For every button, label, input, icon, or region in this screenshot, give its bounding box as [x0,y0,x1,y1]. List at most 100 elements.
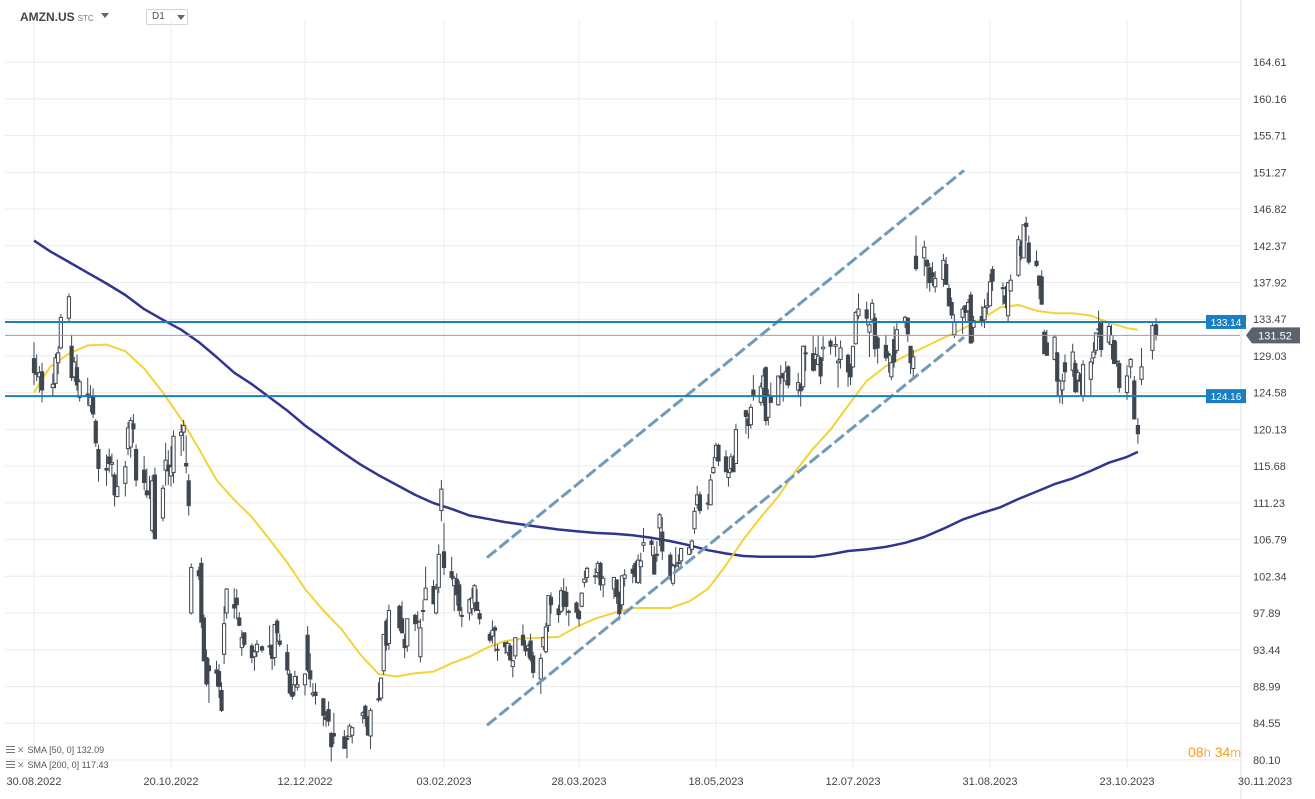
candle [638,552,643,585]
candle [582,570,587,588]
candle [985,292,990,315]
candle [870,299,875,324]
candle-body [689,540,694,550]
candle [593,568,598,585]
candle [786,365,791,389]
candle-body [206,665,212,672]
candle [77,379,82,402]
candle-body [302,673,308,686]
candle-body [867,324,872,333]
candle [436,544,441,594]
candle-body [763,367,768,422]
candle-body [1117,363,1122,389]
candle [142,456,147,490]
candle-body [723,456,729,473]
candle [104,454,109,486]
candle [1034,250,1039,267]
candle [853,310,858,345]
candle-body [574,602,579,613]
price-tick-label: 151.27 [1253,167,1287,179]
candle-body [538,657,543,680]
candle [259,645,265,653]
candle [875,335,880,364]
remove-icon[interactable]: ✕ [17,745,25,755]
symbol-dropdown-icon[interactable] [101,13,109,18]
candle-body [911,356,916,370]
candle [74,354,80,391]
price-tick-label: 111.23 [1253,498,1285,510]
candle-body [221,623,227,655]
candle [952,314,957,338]
candle-body [152,474,157,540]
candle [1091,342,1096,365]
candle-body [254,643,260,653]
candle-body [889,362,894,378]
candle-body [457,584,462,611]
candle [687,546,692,556]
candle [305,626,310,673]
candle [676,554,681,571]
candle [990,266,995,291]
settings-list-icon[interactable] [6,761,15,769]
candle [219,682,224,713]
candle-body [513,637,518,657]
level-label: 124.16 [1211,392,1242,403]
candle [652,546,657,575]
candle-body [58,316,63,349]
timeframe-selector[interactable]: D1 [146,9,188,25]
candle-body [960,308,965,318]
candle [531,651,536,679]
candle [867,323,872,357]
candle-body [413,614,418,625]
candle-body [1093,332,1099,351]
date-tick-label: 23.10.2023 [1099,776,1154,788]
candle [894,323,899,354]
candle [381,633,386,675]
candle-body [313,691,318,697]
candle-body [619,575,625,606]
candle-body [1062,362,1068,373]
candle [50,373,55,397]
candle-body [733,429,739,464]
price-tick-label: 137.92 [1253,277,1287,289]
timeframe-dropdown-icon[interactable] [177,15,185,20]
candle-body [107,456,112,464]
candle [528,633,533,662]
candle [1060,373,1065,405]
candle-body [77,381,82,398]
date-tick-label: 03.02.2023 [416,776,471,788]
candle-body [985,305,990,308]
candle-body [987,281,993,307]
candle [692,507,697,534]
candle-body [1044,342,1049,356]
candle [1016,235,1021,277]
candle-body [1000,287,1006,290]
candle-body [492,627,498,631]
candle-body [872,317,878,350]
candle-body [520,634,526,646]
candle-body [731,458,736,473]
candle-body [614,579,619,597]
date-tick-label: 30.08.2022 [6,776,61,788]
candle [181,419,186,452]
candle-body [1153,324,1159,336]
candle-body [199,562,204,623]
candle [378,677,384,702]
price-tick-label: 142.37 [1253,241,1287,253]
candle-body [676,562,681,565]
remove-icon[interactable]: ✕ [17,760,25,770]
candle-body [1088,361,1093,380]
candle [252,650,257,671]
candle-body [397,605,402,629]
candle-body [528,640,533,660]
candle [184,435,189,474]
candle-body [186,480,191,507]
settings-list-icon[interactable] [6,746,15,754]
candle-body [579,592,584,607]
candle [673,546,678,569]
candle [415,611,420,629]
candle [776,375,781,406]
candle-body [870,302,875,321]
candle [1132,375,1137,420]
